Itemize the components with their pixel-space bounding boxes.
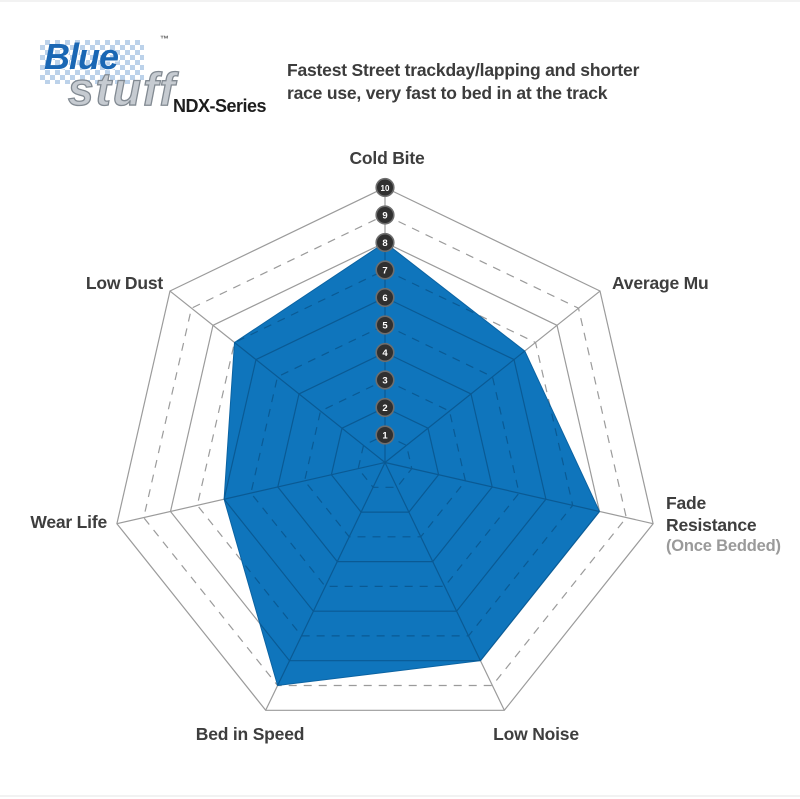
tick-label-5: 5	[382, 320, 388, 331]
tick-label-3: 3	[382, 375, 387, 386]
logo-checker-box	[40, 40, 144, 84]
axis-label-cold-bite: Cold Bite	[349, 148, 425, 168]
tick-marker-8	[375, 232, 395, 253]
radar-ring-10	[116, 186, 654, 711]
tick-label-7: 7	[382, 265, 387, 276]
data-polygon	[223, 241, 601, 687]
tick-marker-5	[375, 315, 395, 335]
logo-word-stuff: stuff	[67, 62, 177, 115]
radar-ring-1-inner	[357, 434, 413, 488]
product-description: Fastest Street trackday/lapping and shor…	[287, 59, 727, 105]
bluestuff-logo: Blue ™ stuff NDX-Series	[38, 32, 283, 120]
tick-marker-7	[375, 260, 395, 280]
axis-label-fade-resistance: Fade Resistance (Once Bedded)	[666, 493, 781, 558]
axis-label-low-noise: Low Noise	[493, 724, 579, 744]
tick-marker-10	[375, 177, 395, 198]
radar-spoke-2-inner	[384, 461, 600, 525]
radar-spoke-6-inner	[224, 290, 386, 463]
fade-label-line1: Fade	[666, 493, 707, 513]
fade-label-line2: Resistance	[666, 514, 757, 535]
logo-trademark: ™	[160, 34, 169, 44]
description-line-1: Fastest Street trackday/lapping and shor…	[287, 60, 640, 80]
radar-ring-6-inner	[224, 296, 547, 612]
tick-label-9: 9	[382, 210, 387, 221]
axis-label-wear-life: Wear Life	[30, 512, 107, 532]
tick-marker-6	[375, 287, 395, 308]
axis-label-average-mu: Average Mu	[612, 273, 709, 293]
tick-marker-1	[375, 425, 395, 445]
radar-ring-5-inner	[250, 324, 520, 588]
radar-ring-2-inner	[330, 406, 440, 513]
tick-label-8: 8	[382, 238, 387, 249]
tick-marker-2	[375, 397, 395, 418]
fade-label-line3: (Once Bedded)	[666, 537, 781, 555]
radar-spoke-4-inner	[265, 462, 386, 686]
tick-label-10: 10	[381, 184, 390, 193]
radar-ring-4-inner	[277, 351, 493, 563]
tick-label-2: 2	[382, 403, 387, 414]
tick-label-6: 6	[382, 293, 387, 304]
logo-word-blue: Blue	[44, 36, 119, 77]
tick-marker-3	[375, 370, 395, 390]
radar-spoke-5-inner	[224, 461, 386, 525]
description-line-2: race use, very fast to bed in at the tra…	[287, 83, 608, 103]
tick-label-4: 4	[382, 348, 388, 359]
tick-label-1: 1	[382, 430, 388, 441]
logo-series-name: NDX-Series	[173, 96, 267, 116]
tick-marker-9	[375, 205, 395, 225]
axis-label-bed-in-speed: Bed in Speed	[195, 724, 305, 744]
axis-label-low-dust: Low Dust	[85, 273, 163, 293]
radar-ring-9	[143, 214, 627, 687]
tick-marker-4	[375, 342, 395, 363]
